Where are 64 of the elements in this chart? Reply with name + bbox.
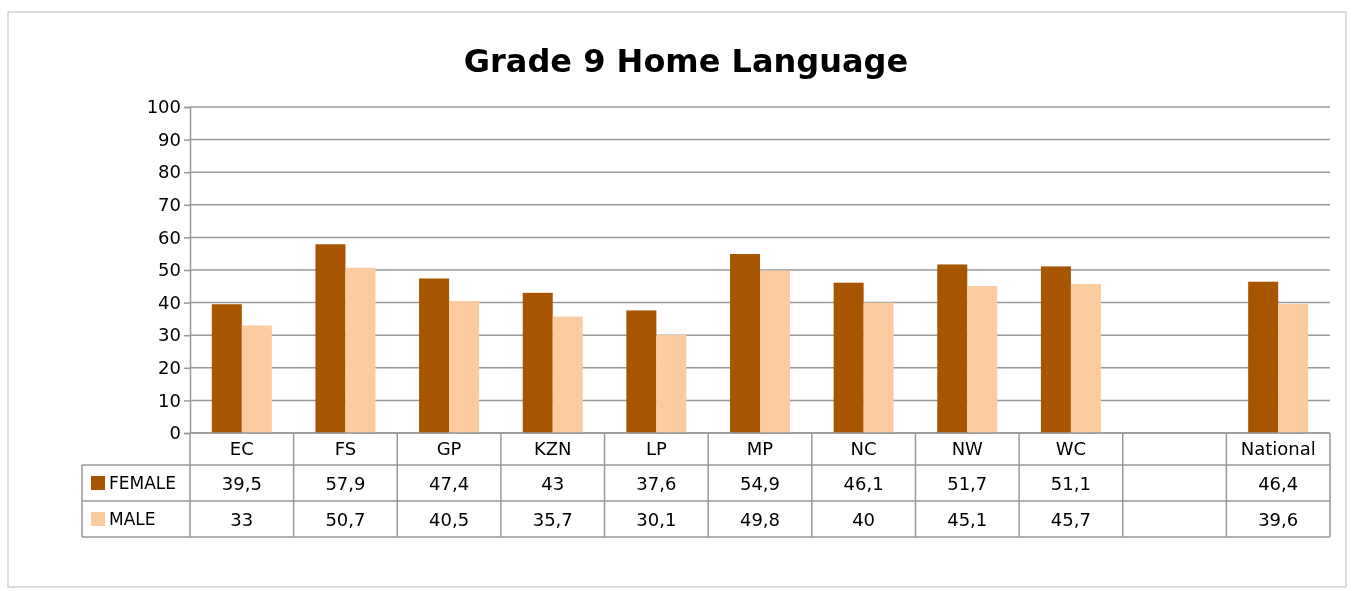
bar	[241, 325, 272, 433]
bar	[1070, 284, 1101, 433]
data-label: 43	[541, 473, 565, 494]
y-tick-label: 10	[158, 389, 181, 411]
y-tick-label: 100	[146, 96, 181, 118]
legend-label: MALE	[109, 509, 156, 529]
y-tick-label: 90	[158, 128, 181, 150]
bar	[552, 316, 583, 433]
x-tick-label: WC	[1055, 438, 1087, 459]
y-tick-label: 30	[158, 324, 181, 346]
bar	[937, 264, 968, 433]
x-tick-label: National	[1240, 438, 1316, 459]
data-label: 50,7	[325, 509, 366, 530]
data-label: 37,6	[636, 473, 677, 494]
data-label: 51,1	[1050, 473, 1091, 494]
x-tick-label: KZN	[533, 438, 572, 459]
data-label: 46,4	[1258, 473, 1299, 494]
data-label: 39,5	[221, 473, 262, 494]
chart-title: Grade 9 Home Language	[463, 42, 909, 80]
bar	[656, 334, 687, 433]
data-label: 45,7	[1050, 509, 1091, 530]
x-tick-label: EC	[229, 438, 254, 459]
bar	[522, 292, 553, 433]
y-tick-label: 20	[158, 357, 181, 379]
bar	[1040, 266, 1071, 433]
y-tick-label: 0	[169, 422, 181, 444]
legend-label: FEMALE	[109, 473, 177, 493]
x-tick-label: FS	[334, 438, 357, 459]
bar	[419, 278, 450, 433]
bar	[1278, 303, 1309, 433]
x-tick-label: MP	[746, 438, 774, 459]
data-label: 35,7	[532, 509, 573, 530]
x-tick-label: LP	[645, 438, 667, 459]
data-label: 57,9	[325, 473, 366, 494]
bar	[626, 310, 657, 433]
data-label: 54,9	[739, 473, 781, 494]
bar	[315, 244, 346, 433]
data-label: 49,8	[739, 509, 781, 530]
y-tick-label: 40	[158, 291, 181, 313]
bar	[449, 300, 480, 433]
bar	[967, 285, 998, 433]
y-tick-label: 60	[158, 226, 181, 248]
bar	[211, 304, 242, 433]
y-tick-label: 80	[158, 161, 181, 183]
x-tick-label: GP	[436, 438, 462, 459]
data-label: 39,6	[1258, 509, 1299, 530]
y-tick-label: 50	[158, 259, 181, 281]
data-label: 46,1	[843, 473, 884, 494]
bar	[730, 254, 760, 433]
bar	[760, 270, 790, 433]
data-label: 40	[852, 509, 876, 530]
bar	[1248, 281, 1279, 433]
data-label: 51,7	[947, 473, 988, 494]
y-tick-label: 70	[158, 194, 181, 216]
data-label: 30,1	[636, 509, 677, 530]
data-label: 47,4	[429, 473, 470, 494]
x-tick-label: NC	[850, 438, 877, 459]
bar	[863, 302, 894, 433]
bar	[345, 267, 376, 433]
data-label: 45,1	[947, 509, 988, 530]
bar	[833, 282, 864, 433]
data-label: 40,5	[429, 509, 470, 530]
x-tick-label: NW	[951, 438, 984, 459]
data-label: 33	[230, 509, 254, 530]
